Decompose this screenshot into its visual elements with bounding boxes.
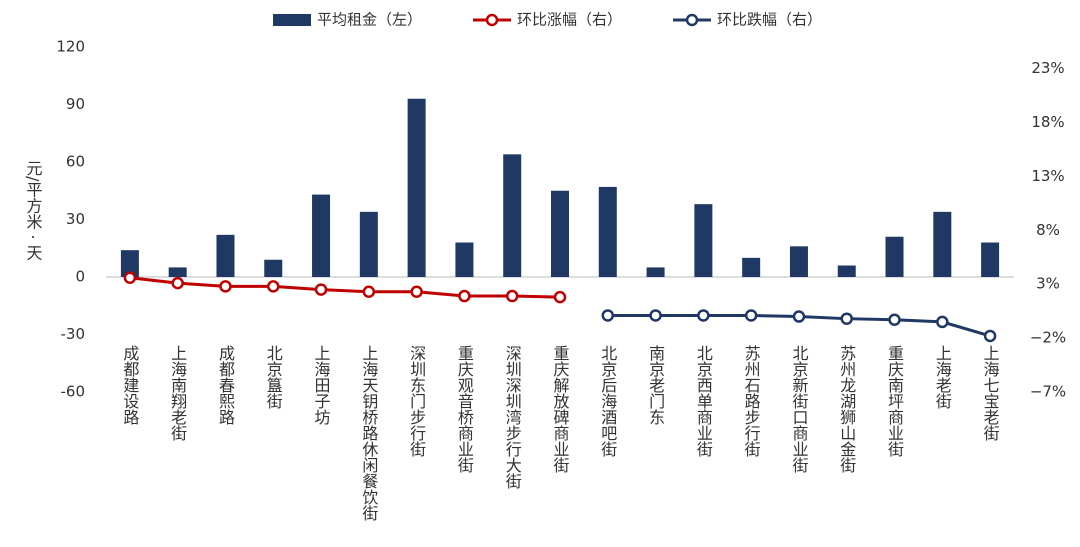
point [840,312,853,325]
point [267,280,280,293]
x-tick-label: 重庆观音桥商业街 [455,345,474,473]
x-tick-label: 重庆南坪商业街 [885,345,904,457]
point [171,276,184,290]
x-tick-label: 深圳深圳湾步行大街 [503,345,522,489]
x-tick-label: 北京新街口商业街 [789,345,808,473]
y-tick-label: 60 [66,153,85,171]
y-tick-label: -30 [61,325,86,343]
point [410,285,423,298]
legend-label: 环比跌幅（右） [717,11,822,29]
point [505,289,519,303]
point [697,309,710,322]
bar [981,242,1000,277]
bar [264,259,283,277]
x-tick-label: 苏州石路步行街 [742,345,761,457]
x-tick-label: 南京老门东 [646,345,665,425]
legend-swatch [485,13,499,27]
point [936,315,949,329]
y-tick-label: 0 [75,268,85,286]
bar [646,267,665,277]
point [792,310,806,323]
x-tick-label: 苏州龙湖狮山金街 [837,345,856,473]
y-tick-label: 90 [66,95,85,113]
y2-tick-label: 3% [1036,275,1060,293]
point [362,285,376,298]
x-tick-label: 北京西单商业街 [694,345,713,457]
point [888,313,901,327]
y2-tick-label: 8% [1036,221,1060,239]
bar [933,211,952,277]
y2-tick-label: −2% [1030,329,1066,347]
x-tick-label: 北京后海酒吧街 [598,345,617,457]
bar [359,211,378,277]
point [123,271,137,284]
y-axis-label: 元/平方米 · 天 [24,160,43,261]
legend-swatch [685,13,699,27]
point [219,280,232,293]
point [601,309,615,322]
bar [216,234,235,277]
point [649,309,662,322]
y-tick-label: 30 [66,210,85,228]
bar [837,265,856,277]
x-tick-label: 上海老街 [933,345,952,409]
point [744,309,758,322]
legend-label: 环比涨幅（右） [517,11,622,29]
y2-tick-label: 18% [1031,113,1064,131]
bar [694,204,713,277]
legend-label: 平均租金（左） [317,11,422,29]
x-tick-label: 北京簋街 [264,345,283,409]
x-tick-label: 成都建设路 [120,345,139,425]
bar [598,186,617,277]
x-tick-label: 重庆解放碑商业街 [551,345,570,473]
point [458,289,471,303]
y-tick-label: -60 [61,383,86,401]
bar [312,194,331,277]
y2-tick-label: 23% [1031,59,1064,77]
legend-swatch [273,14,311,26]
point [983,329,997,343]
x-tick-label: 上海天钥桥路休闲餐饮街 [359,345,378,521]
bar [789,246,808,277]
x-tick-label: 深圳东门步行街 [407,345,426,457]
line [129,276,561,299]
point [314,283,328,296]
x-tick-label: 上海七宝老街 [981,345,1000,441]
point [553,290,567,304]
y2-tick-label: 13% [1031,167,1064,185]
bar [455,242,474,277]
x-tick-label: 上海田子坊 [312,345,331,426]
bar [503,154,522,277]
y2-tick-label: −7% [1030,383,1066,401]
bar [407,98,426,277]
bar [120,250,139,277]
bar [168,267,187,277]
y-tick-label: 120 [56,38,85,56]
bar [742,257,761,277]
bar [885,236,904,277]
x-tick-label: 成都春熙路 [216,345,235,425]
x-tick-label: 上海南翔老街 [168,345,187,441]
bar [551,190,569,277]
